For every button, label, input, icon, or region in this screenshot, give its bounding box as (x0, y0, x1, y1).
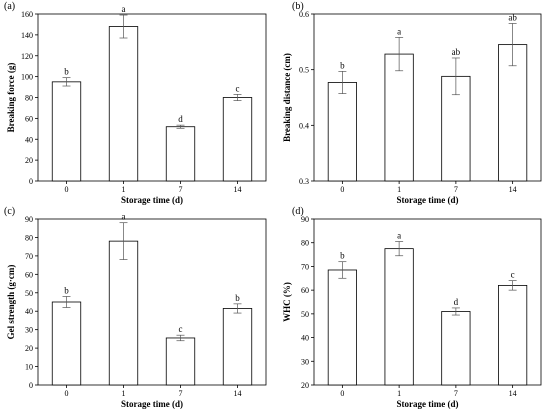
y-tick-label: 80 (301, 239, 309, 248)
y-tick-label: 80 (25, 94, 33, 103)
y-tick-label: 70 (301, 262, 309, 271)
y-tick-label: 60 (25, 114, 33, 123)
significance-label: ab (508, 12, 517, 22)
y-tick-label: 20 (25, 344, 33, 353)
panel-label: (a) (4, 1, 15, 12)
significance-label: d (454, 297, 459, 307)
significance-label: d (178, 114, 183, 124)
x-tick-label: 14 (234, 185, 242, 194)
y-tick-label: 0.3 (299, 177, 309, 186)
y-tick-label: 140 (21, 31, 33, 40)
y-tick-label: 0 (29, 381, 33, 390)
y-tick-label: 0.6 (299, 10, 309, 19)
x-tick-label: 7 (179, 389, 183, 398)
x-tick-label: 0 (65, 389, 69, 398)
x-axis-label: Storage time (d) (397, 195, 459, 205)
x-tick-label: 1 (397, 185, 401, 194)
significance-label: b (340, 60, 345, 70)
x-tick-label: 7 (454, 185, 458, 194)
y-tick-label: 40 (301, 334, 309, 343)
y-tick-label: 0 (29, 177, 33, 186)
x-axis-label: Storage time (d) (121, 399, 183, 409)
y-tick-label: 160 (21, 10, 33, 19)
plot-frame (313, 13, 542, 182)
x-axis-label: Storage time (d) (397, 399, 459, 409)
significance-label: a (397, 231, 401, 241)
chart-panel-1: (a) 0 20 40 60 80 100 120 140 160 b 0 a 1 d 7 c 14 Storage… (4, 1, 267, 205)
bar (327, 82, 357, 182)
y-tick-label: 60 (301, 286, 309, 295)
plot-frame (37, 218, 267, 386)
y-tick-label: 0.5 (299, 66, 309, 75)
y-tick-label: 20 (301, 381, 309, 390)
y-tick-label: 10 (25, 363, 33, 372)
significance-label: c (236, 83, 240, 93)
y-tick-label: 30 (301, 357, 309, 366)
bar (165, 126, 196, 182)
panel-label: (b) (292, 1, 304, 12)
y-axis-label: Breaking force (g) (6, 63, 16, 133)
y-tick-label: 0.4 (299, 121, 309, 130)
significance-label: b (235, 293, 240, 303)
y-tick-label: 20 (25, 156, 33, 165)
significance-label: b (64, 285, 69, 295)
chart-panel-3: (c) 0 10 20 30 40 50 60 70 80 90 b 0 a 1 c 7 b 14 Storage t… (4, 206, 267, 409)
bar (498, 284, 528, 386)
y-tick-label: 70 (25, 252, 33, 261)
x-tick-label: 0 (65, 185, 69, 194)
significance-label: a (397, 26, 401, 36)
significance-label: ab (452, 47, 461, 57)
x-tick-label: 1 (397, 389, 401, 398)
y-tick-label: 50 (301, 310, 309, 319)
chart-panel-2: (b) 0.3 0.4 0.5 0.6 b 0 a 1 ab 7 ab 14 Storage time (… (282, 1, 542, 205)
x-axis-label: Storage time (d) (121, 195, 183, 205)
significance-label: a (122, 4, 126, 14)
bar (108, 26, 139, 182)
bar (498, 44, 528, 182)
significance-label: c (179, 324, 183, 334)
bar (384, 53, 414, 182)
x-tick-label: 14 (234, 389, 242, 398)
y-tick-label: 90 (301, 215, 309, 224)
y-tick-label: 100 (21, 73, 33, 82)
bar (51, 81, 82, 182)
bar (222, 308, 253, 386)
bar (165, 337, 196, 386)
x-tick-label: 14 (509, 389, 517, 398)
bar (327, 269, 357, 386)
bar (222, 97, 253, 182)
y-tick-label: 80 (25, 233, 33, 242)
y-tick-label: 50 (25, 289, 33, 298)
bar (51, 301, 82, 386)
panel-label: (d) (292, 206, 304, 217)
x-tick-label: 7 (454, 389, 458, 398)
significance-label: c (511, 270, 515, 280)
x-tick-label: 0 (340, 185, 344, 194)
y-tick-label: 40 (25, 135, 33, 144)
x-tick-label: 0 (340, 389, 344, 398)
chart-panel-4: (d) 20 30 40 50 60 70 80 90 b 0 a 1 d 7 c 14 Storage time… (282, 206, 542, 409)
significance-label: b (340, 251, 345, 261)
bar (384, 248, 414, 386)
y-axis-label: Breaking distance (cm) (282, 53, 292, 142)
panel-label: (c) (4, 206, 15, 217)
y-tick-label: 90 (25, 215, 33, 224)
y-axis-label: WHC (%) (282, 282, 292, 322)
x-tick-label: 1 (122, 389, 126, 398)
y-tick-label: 40 (25, 307, 33, 316)
significance-label: b (64, 67, 69, 77)
y-tick-label: 60 (25, 270, 33, 279)
y-tick-label: 120 (21, 52, 33, 61)
x-tick-label: 1 (122, 185, 126, 194)
y-tick-label: 30 (25, 326, 33, 335)
x-tick-label: 7 (179, 185, 183, 194)
bar (441, 311, 471, 386)
significance-label: a (122, 212, 126, 222)
x-tick-label: 14 (509, 185, 517, 194)
bar (108, 240, 139, 386)
y-axis-label: Gel strength (g·cm) (6, 265, 16, 340)
plot-frame (313, 218, 542, 386)
